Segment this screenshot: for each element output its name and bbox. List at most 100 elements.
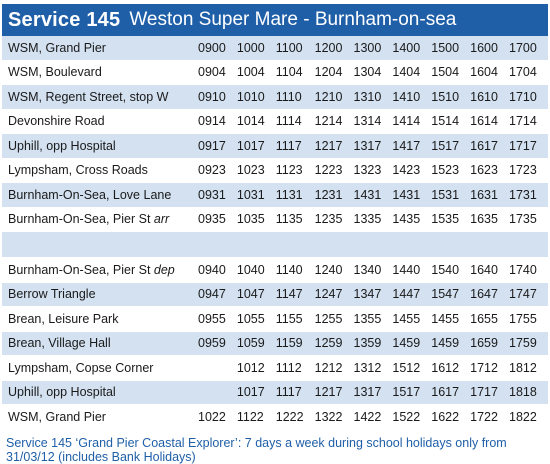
stop-name: Devonshire Road: [8, 114, 105, 129]
departure-time-cell: 0959: [198, 331, 237, 356]
departure-time-cell: 0947: [198, 282, 237, 307]
departure-time-cell: 1117: [275, 380, 315, 405]
departure-time-cell: 1214: [314, 109, 354, 134]
departure-time-cell: 1617: [470, 133, 509, 159]
departure-time-cell: 1000: [236, 36, 276, 61]
table-row: WSM, Grand Pier 0900 1000 1100 1200 1300 1400 1…: [2, 36, 548, 61]
departure-time-cell: 1522: [392, 404, 432, 430]
departure-time-cell: 1531: [431, 182, 471, 208]
departure-time-cell: 1455: [431, 306, 471, 332]
service-number: Service 145: [8, 8, 121, 31]
departure-time-cell: 1710: [509, 84, 548, 110]
stop-name-cell: Brean, Village Hall: [2, 331, 198, 356]
departure-time-cell: 1459: [392, 331, 432, 356]
departure-time-cell: 1240: [314, 257, 354, 283]
departure-time-cell: 1717: [509, 133, 548, 159]
departure-time-cell: 1247: [314, 282, 354, 307]
stop-name-cell: Uphill, opp Hospital: [2, 380, 198, 405]
timetable: Service 145 Weston Super Mare - Burnham-…: [2, 4, 548, 464]
stop-name: Uphill, opp Hospital: [8, 385, 116, 400]
departure-time-cell: 1340: [353, 257, 393, 283]
departure-time-cell: [198, 380, 237, 405]
departure-time-cell: 1704: [509, 60, 548, 85]
stop-name-cell: WSM, Grand Pier: [2, 36, 198, 61]
stop-name-cell: Uphill, opp Hospital: [2, 133, 198, 159]
departure-time-cell: 1447: [392, 282, 432, 307]
departure-time-cell: 1104: [275, 60, 315, 85]
stop-name-cell: Burnham-On-Sea, Pier St arr: [2, 207, 198, 232]
table-row: Lympsham, Copse Corner 1012 1112 1212 1312 15…: [2, 355, 548, 381]
departure-time-cell: 1735: [509, 207, 548, 232]
departure-time-cell: 1222: [275, 404, 315, 430]
departure-time-cell: 1317: [353, 380, 393, 405]
departure-time-cell: 1123: [275, 158, 315, 183]
departure-time-cell: 1017: [236, 380, 276, 405]
departure-time-cell: 1822: [509, 404, 548, 430]
table-row: WSM, Grand Pier 1022 1122 1222 1322 1422 1522 1…: [2, 404, 548, 430]
departure-time-cell: 1231: [314, 182, 354, 208]
departure-time-cell: 1731: [509, 182, 548, 208]
departure-time-cell: 1359: [353, 331, 393, 356]
departure-time-cell: 1818: [509, 380, 548, 405]
departure-time-cell: 1640: [470, 257, 509, 283]
stop-name: WSM, Boulevard: [8, 65, 102, 80]
spacer-row: [2, 231, 548, 258]
departure-time-cell: 1010: [236, 84, 276, 110]
stop-name-cell: Lympsham, Cross Roads: [2, 158, 198, 183]
departure-time-cell: 1012: [236, 355, 276, 381]
stop-name-cell: WSM, Regent Street, stop W: [2, 84, 198, 110]
departure-time-cell: 1300: [353, 36, 393, 61]
stop-name: Brean, Village Hall: [8, 336, 111, 351]
stop-name: WSM, Regent Street, stop W: [8, 89, 169, 104]
departure-time-cell: 1204: [314, 60, 354, 85]
stop-name-cell: WSM, Boulevard: [2, 60, 198, 85]
departure-time-cell: 0931: [198, 182, 237, 208]
departure-time-cell: 1159: [275, 331, 315, 356]
departure-time-cell: 1114: [275, 109, 315, 134]
departure-time-cell: 1647: [470, 282, 509, 307]
departure-time-cell: 1631: [470, 182, 509, 208]
departure-time-cell: 0904: [198, 60, 237, 85]
stop-name-cell: Devonshire Road: [2, 109, 198, 134]
spacer-cell: [2, 231, 548, 258]
departure-time-cell: 1131: [275, 182, 315, 208]
departure-time-cell: 1510: [431, 84, 471, 110]
departure-time-cell: 1110: [275, 84, 315, 110]
departure-time-cell: 1423: [392, 158, 432, 183]
departure-time-cell: 1712: [470, 355, 509, 381]
departure-time-cell: 0923: [198, 158, 237, 183]
departure-time-cell: 1414: [392, 109, 432, 134]
stop-suffix: arr: [153, 212, 170, 227]
departure-time-cell: 1140: [275, 257, 315, 283]
departure-time-cell: 1314: [353, 109, 393, 134]
departure-time-cell: 1022: [198, 404, 237, 430]
departure-time-cell: 1410: [392, 84, 432, 110]
departure-time-cell: 1523: [431, 158, 471, 183]
departure-time-cell: 1440: [392, 257, 432, 283]
departure-time-cell: 1622: [431, 404, 471, 430]
departure-time-cell: 1740: [509, 257, 548, 283]
stop-name: Berrow Triangle: [8, 287, 96, 302]
departure-time-cell: 1547: [431, 282, 471, 307]
departure-time-cell: 1459: [431, 331, 471, 356]
stop-name-cell: Berrow Triangle: [2, 282, 198, 307]
table-row: Uphill, opp Hospital 1017 1117 1217 1317 1517…: [2, 380, 548, 405]
stop-name: Uphill, opp Hospital: [8, 138, 116, 153]
departure-time-cell: 0914: [198, 109, 237, 134]
departure-time-cell: 1722: [470, 404, 509, 430]
departure-time-cell: 1535: [431, 207, 471, 232]
departure-time-cell: 1504: [431, 60, 471, 85]
stop-name: Burnham-On-Sea, Love Lane: [8, 187, 172, 202]
departure-time-cell: 1347: [353, 282, 393, 307]
stop-name: Burnham-On-Sea, Pier St: [8, 262, 151, 277]
stop-name: Lympsham, Cross Roads: [8, 163, 148, 178]
departure-time-cell: 1540: [431, 257, 471, 283]
departure-time-cell: 1717: [470, 380, 509, 405]
departure-time-cell: 1400: [392, 36, 432, 61]
departure-time-cell: 1023: [236, 158, 276, 183]
departure-time-cell: 1217: [314, 380, 354, 405]
departure-time-cell: 1040: [236, 257, 276, 283]
departure-time-cell: 0900: [198, 36, 237, 61]
table-row: Uphill, opp Hospital 0917 1017 1117 1217 1317…: [2, 133, 548, 159]
